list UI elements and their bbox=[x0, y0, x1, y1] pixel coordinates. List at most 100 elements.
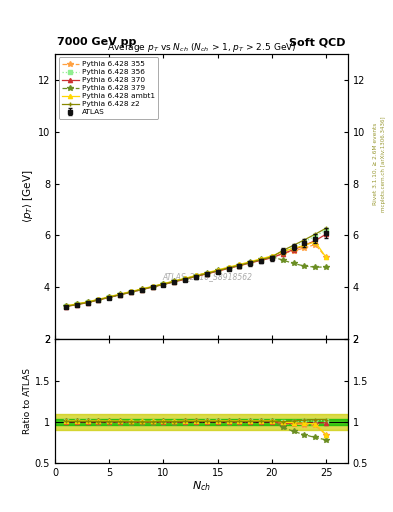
Pythia 6.428 ambt1 bbox=[74, 301, 79, 307]
Pythia 6.428 ambt1 bbox=[161, 281, 166, 287]
Pythia 6.428 356 bbox=[74, 302, 79, 308]
Pythia 6.428 z2 bbox=[204, 270, 209, 276]
Pythia 6.428 356 bbox=[291, 244, 296, 250]
Pythia 6.428 370 bbox=[194, 273, 198, 280]
Pythia 6.428 ambt1 bbox=[183, 275, 187, 281]
Pythia 6.428 z2 bbox=[194, 273, 198, 279]
Bar bbox=[55, 414, 348, 430]
Pythia 6.428 379 bbox=[64, 303, 68, 309]
Pythia 6.428 370 bbox=[324, 231, 329, 237]
Pythia 6.428 355 bbox=[183, 275, 187, 282]
Pythia 6.428 379 bbox=[291, 261, 296, 267]
Pythia 6.428 z2 bbox=[259, 257, 263, 263]
Pythia 6.428 370 bbox=[259, 257, 263, 263]
Pythia 6.428 355 bbox=[118, 291, 123, 297]
Pythia 6.428 ambt1 bbox=[96, 296, 101, 303]
Pythia 6.428 ambt1 bbox=[194, 272, 198, 279]
Pythia 6.428 355 bbox=[107, 294, 112, 300]
Pythia 6.428 379 bbox=[161, 281, 166, 287]
Pythia 6.428 z2 bbox=[96, 297, 101, 303]
Text: 7000 GeV pp: 7000 GeV pp bbox=[57, 37, 136, 47]
Pythia 6.428 379 bbox=[259, 256, 263, 262]
Pythia 6.428 356 bbox=[107, 294, 112, 301]
Pythia 6.428 355 bbox=[226, 265, 231, 271]
Pythia 6.428 z2 bbox=[302, 237, 307, 243]
Pythia 6.428 ambt1 bbox=[280, 248, 285, 254]
Pythia 6.428 z2 bbox=[172, 279, 177, 285]
Pythia 6.428 370 bbox=[291, 247, 296, 253]
Pythia 6.428 356 bbox=[150, 284, 155, 290]
Pythia 6.428 355 bbox=[64, 303, 68, 309]
Pythia 6.428 ambt1 bbox=[64, 303, 68, 309]
Pythia 6.428 370 bbox=[107, 294, 112, 301]
Line: Pythia 6.428 356: Pythia 6.428 356 bbox=[64, 228, 328, 308]
Pythia 6.428 356 bbox=[259, 257, 263, 263]
Pythia 6.428 355 bbox=[237, 263, 242, 269]
Pythia 6.428 355 bbox=[204, 270, 209, 276]
Pythia 6.428 356 bbox=[324, 227, 329, 233]
Pythia 6.428 ambt1 bbox=[129, 288, 133, 294]
Pythia 6.428 356 bbox=[302, 239, 307, 245]
Pythia 6.428 370 bbox=[129, 289, 133, 295]
Pythia 6.428 z2 bbox=[270, 254, 274, 260]
Bar bbox=[55, 419, 348, 425]
Pythia 6.428 370 bbox=[215, 268, 220, 274]
Pythia 6.428 355 bbox=[280, 250, 285, 257]
Pythia 6.428 356 bbox=[129, 289, 133, 295]
Pythia 6.428 ambt1 bbox=[259, 255, 263, 262]
Pythia 6.428 ambt1 bbox=[248, 259, 253, 265]
Pythia 6.428 379 bbox=[74, 301, 79, 307]
Line: Pythia 6.428 370: Pythia 6.428 370 bbox=[64, 232, 328, 309]
Pythia 6.428 ambt1 bbox=[226, 264, 231, 270]
Pythia 6.428 370 bbox=[270, 254, 274, 261]
Text: Rivet 3.1.10, ≥ 2.6M events: Rivet 3.1.10, ≥ 2.6M events bbox=[373, 123, 378, 205]
Pythia 6.428 355 bbox=[129, 289, 133, 295]
Pythia 6.428 356 bbox=[96, 297, 101, 303]
Pythia 6.428 379 bbox=[280, 257, 285, 263]
Pythia 6.428 370 bbox=[74, 302, 79, 308]
Pythia 6.428 355 bbox=[215, 268, 220, 274]
Pythia 6.428 356 bbox=[183, 276, 187, 282]
Pythia 6.428 z2 bbox=[291, 242, 296, 248]
Pythia 6.428 355 bbox=[248, 260, 253, 266]
Pythia 6.428 370 bbox=[150, 284, 155, 290]
Pythia 6.428 ambt1 bbox=[172, 278, 177, 284]
Pythia 6.428 370 bbox=[96, 297, 101, 303]
Pythia 6.428 370 bbox=[248, 260, 253, 266]
Pythia 6.428 355 bbox=[96, 296, 101, 303]
Pythia 6.428 z2 bbox=[237, 262, 242, 268]
Pythia 6.428 356 bbox=[280, 248, 285, 254]
Pythia 6.428 ambt1 bbox=[313, 239, 318, 245]
Pythia 6.428 ambt1 bbox=[150, 283, 155, 289]
Pythia 6.428 z2 bbox=[248, 260, 253, 266]
Pythia 6.428 379 bbox=[150, 284, 155, 290]
Pythia 6.428 z2 bbox=[85, 300, 90, 306]
Pythia 6.428 z2 bbox=[64, 303, 68, 309]
Text: mcplots.cern.ch [arXiv:1306.3436]: mcplots.cern.ch [arXiv:1306.3436] bbox=[381, 116, 386, 211]
Pythia 6.428 379 bbox=[204, 270, 209, 276]
Pythia 6.428 ambt1 bbox=[140, 286, 144, 292]
Pythia 6.428 z2 bbox=[150, 284, 155, 290]
Pythia 6.428 379 bbox=[129, 289, 133, 295]
Line: Pythia 6.428 z2: Pythia 6.428 z2 bbox=[64, 226, 328, 308]
Pythia 6.428 370 bbox=[183, 276, 187, 282]
Pythia 6.428 379 bbox=[226, 265, 231, 271]
Pythia 6.428 370 bbox=[313, 238, 318, 244]
Pythia 6.428 370 bbox=[64, 304, 68, 310]
Pythia 6.428 z2 bbox=[107, 294, 112, 300]
Pythia 6.428 z2 bbox=[183, 275, 187, 282]
Pythia 6.428 379 bbox=[118, 291, 123, 297]
Pythia 6.428 379 bbox=[107, 294, 112, 300]
Pythia 6.428 379 bbox=[302, 263, 307, 269]
Pythia 6.428 z2 bbox=[324, 225, 329, 231]
Pythia 6.428 z2 bbox=[313, 231, 318, 237]
Pythia 6.428 ambt1 bbox=[302, 242, 307, 248]
Pythia 6.428 356 bbox=[194, 273, 198, 280]
Pythia 6.428 355 bbox=[313, 242, 318, 248]
Line: Pythia 6.428 355: Pythia 6.428 355 bbox=[63, 242, 329, 309]
Pythia 6.428 355 bbox=[270, 254, 274, 261]
Pythia 6.428 355 bbox=[172, 279, 177, 285]
Pythia 6.428 379 bbox=[313, 264, 318, 270]
Pythia 6.428 370 bbox=[302, 242, 307, 248]
Pythia 6.428 379 bbox=[248, 259, 253, 265]
